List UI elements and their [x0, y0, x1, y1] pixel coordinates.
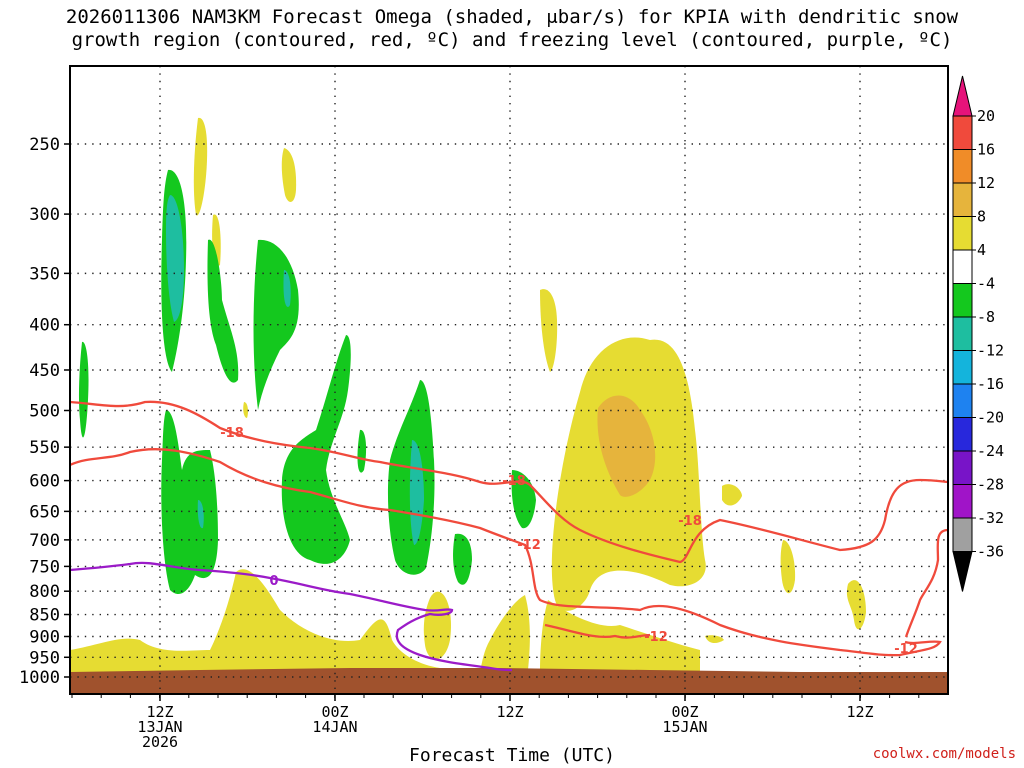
y-tick-label: 600	[29, 472, 60, 492]
x-tick-label: 15JAN	[662, 718, 707, 736]
y-axis: 2503003504004505005506006507007508008509…	[19, 135, 70, 688]
contour-label: -18	[502, 474, 526, 489]
y-tick-label: 300	[29, 205, 60, 225]
x-tick-label: 00Z	[671, 703, 698, 721]
colorbar: 20 16 12 8 4 -4 -8 -12 -16 -20 -24 -28 -32 -36	[952, 75, 1004, 592]
terrain	[70, 668, 948, 694]
colorbar-label: 8	[977, 208, 986, 226]
colorbar-swatch	[952, 115, 973, 150]
y-tick-label: 650	[29, 502, 60, 522]
colorbar-swatch	[952, 316, 973, 351]
colorbar-label: -28	[977, 476, 1004, 494]
colorbar-label: -24	[977, 442, 1004, 460]
colorbar-bottom-arrow	[952, 551, 973, 592]
x-tick-label: 12Z	[496, 703, 523, 721]
contour-label: 0	[269, 574, 278, 589]
contour-label: -18	[220, 426, 244, 441]
plot-frame	[69, 65, 949, 695]
colorbar-label: 16	[977, 141, 995, 159]
y-tick-label: 400	[29, 316, 60, 336]
contour-labels: -18 -18 -18 -12 -12 -12 0	[220, 426, 918, 657]
colorbar-swatch	[952, 149, 973, 184]
colorbar-swatch	[952, 450, 973, 485]
colorbar-label: 4	[977, 241, 986, 259]
y-tick-label: 750	[29, 557, 60, 577]
colorbar-label: -36	[977, 543, 1004, 561]
colorbar-swatch	[952, 249, 973, 284]
y-tick-label: 450	[29, 361, 60, 381]
y-tick-label: 550	[29, 438, 60, 458]
contour-label: -18	[678, 514, 702, 529]
dgz-contours	[70, 400, 948, 657]
omega-positive-shading	[70, 117, 866, 694]
grid-lines	[70, 66, 948, 694]
y-tick-label: 700	[29, 531, 60, 551]
x-tick-label: 12Z	[846, 703, 873, 721]
x-tick-label: 2026	[142, 733, 178, 751]
colorbar-label: 20	[977, 107, 995, 125]
colorbar-swatch	[952, 484, 973, 519]
colorbar-label: -12	[977, 342, 1004, 360]
omega-orange-shading	[597, 395, 656, 497]
y-tick-label: 850	[29, 606, 60, 626]
omega-shading	[70, 117, 948, 694]
colorbar-swatch	[952, 417, 973, 452]
omega-teal-shading	[166, 195, 424, 545]
site-credit: coolwx.com/models	[872, 746, 1016, 762]
y-tick-label: 800	[29, 582, 60, 602]
colorbar-label: -4	[977, 275, 995, 293]
colorbar-swatch	[952, 517, 973, 552]
y-tick-label: 500	[29, 402, 60, 422]
colorbar-label: -8	[977, 308, 995, 326]
contour-label: -12	[644, 630, 668, 645]
colorbar-swatch	[952, 350, 973, 385]
freezing-level-contour	[70, 561, 513, 672]
y-tick-label: 250	[29, 135, 60, 155]
y-tick-label: 350	[29, 264, 60, 284]
colorbar-label: -16	[977, 375, 1004, 393]
y-tick-label: 950	[29, 648, 60, 668]
title-line-2: growth region (contoured, red, ºC) and f…	[71, 29, 953, 51]
x-tick-label: 12Z	[146, 703, 173, 721]
colorbar-label: -20	[977, 409, 1004, 427]
colorbar-swatch	[952, 383, 973, 418]
colorbar-top-arrow	[952, 75, 973, 117]
colorbar-swatch	[952, 283, 973, 318]
chart-title: 2026011306 NAM3KM Forecast Omega (shaded…	[0, 6, 1024, 52]
contour-label: -12	[894, 642, 918, 657]
title-line-1: 2026011306 NAM3KM Forecast Omega (shaded…	[65, 6, 959, 28]
colorbar-label: -32	[977, 509, 1004, 527]
colorbar-swatch	[952, 216, 973, 251]
x-tick-label: 13JAN	[137, 718, 182, 736]
x-axis-title: Forecast Time (UTC)	[409, 745, 615, 766]
x-tick-label: 14JAN	[312, 718, 357, 736]
y-tick-label: 1000	[19, 668, 60, 688]
colorbar-label: 12	[977, 174, 995, 192]
y-tick-label: 900	[29, 627, 60, 647]
omega-negative-shading	[78, 169, 536, 595]
x-tick-label: 00Z	[321, 703, 348, 721]
contour-label: -12	[517, 538, 541, 553]
colorbar-swatch	[952, 182, 973, 217]
